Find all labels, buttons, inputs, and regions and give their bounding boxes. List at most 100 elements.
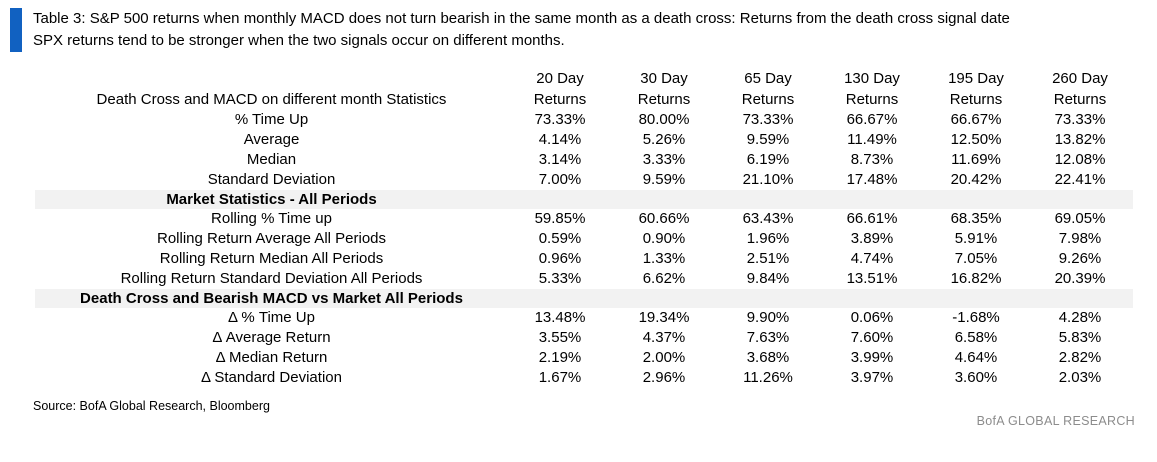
stat-label: Rolling Return Standard Deviation All Pe… xyxy=(120,270,423,287)
column-header-top: 195 Day xyxy=(948,70,1004,87)
stat-value: 2.03% xyxy=(1058,369,1102,386)
stat-value: 2.51% xyxy=(746,250,790,267)
table-corner-header: Death Cross and MACD on different month … xyxy=(96,91,447,108)
table-row: Rolling Return Average All Periods 0.59% 0… xyxy=(35,229,1133,249)
column-header-bottom: Returns xyxy=(533,91,587,108)
stat-value: 3.97% xyxy=(850,369,894,386)
column-header-top: 30 Day xyxy=(640,70,688,87)
section-header-row: Market Statistics - All Periods xyxy=(35,190,1133,209)
stat-value: 9.90% xyxy=(746,309,790,326)
stat-value: 4.37% xyxy=(642,329,686,346)
column-header: 130 Day Returns xyxy=(820,68,924,110)
stat-value: 9.59% xyxy=(746,131,790,148)
column-header-top: 260 Day xyxy=(1052,70,1108,87)
column-header-bottom: Returns xyxy=(1053,91,1107,108)
stat-value: 3.33% xyxy=(642,151,686,168)
column-header: 260 Day Returns xyxy=(1028,68,1132,110)
table-row: Rolling % Time up 59.85% 60.66% 63.43% 66.61… xyxy=(35,209,1133,229)
stat-value: 7.05% xyxy=(954,250,998,267)
stat-value: 17.48% xyxy=(846,171,898,188)
stat-value: 5.26% xyxy=(642,131,686,148)
stat-value: 60.66% xyxy=(638,210,690,227)
table-row: % Time Up 73.33% 80.00% 73.33% 66.67% 66.67% 7… xyxy=(35,110,1133,130)
exhibit-title: Table 3: S&P 500 returns when monthly MA… xyxy=(33,8,1010,52)
source-note: Source: BofA Global Research, Bloomberg xyxy=(33,399,270,413)
table-row: Standard Deviation 7.00% 9.59% 21.10% 17.48%… xyxy=(35,170,1133,190)
stat-value: 13.51% xyxy=(846,270,898,287)
stat-value: 73.33% xyxy=(534,111,586,128)
stat-value: 3.68% xyxy=(746,349,790,366)
column-header-top: 130 Day xyxy=(844,70,900,87)
table-row: Median 3.14% 3.33% 6.19% 8.73% 11.69% 12.08% xyxy=(35,150,1133,170)
stat-value: 7.98% xyxy=(1058,230,1102,247)
stat-value: 3.14% xyxy=(538,151,582,168)
stat-value: 1.67% xyxy=(538,369,582,386)
stat-value: 1.33% xyxy=(642,250,686,267)
stat-value: 19.34% xyxy=(638,309,690,326)
stat-label: Δ Median Return xyxy=(215,349,328,366)
column-header-bottom: Returns xyxy=(741,91,795,108)
stat-label: Rolling Return Median All Periods xyxy=(159,250,384,267)
stat-label: Δ Standard Deviation xyxy=(201,369,342,386)
stat-value: 66.67% xyxy=(846,111,898,128)
stat-value: 13.48% xyxy=(534,309,586,326)
stat-value: 80.00% xyxy=(638,111,690,128)
table-row: Rolling Return Standard Deviation All Pe… xyxy=(35,269,1133,289)
stat-value: 2.82% xyxy=(1058,349,1102,366)
stat-value: 6.58% xyxy=(954,329,998,346)
stat-label: Rolling Return Average All Periods xyxy=(156,230,387,247)
exhibit-title-line2: SPX returns tend to be stronger when the… xyxy=(33,32,565,49)
stat-value: 11.69% xyxy=(951,151,1001,168)
stat-value: 6.62% xyxy=(642,270,686,287)
title-accent-bar xyxy=(10,8,22,52)
stat-value: 6.19% xyxy=(746,151,790,168)
column-header-bottom: Returns xyxy=(949,91,1003,108)
stat-value: 13.82% xyxy=(1054,131,1106,148)
column-header-bottom: Returns xyxy=(845,91,899,108)
stat-value: 12.50% xyxy=(950,131,1002,148)
stat-value: 5.83% xyxy=(1058,329,1102,346)
stat-value: 0.96% xyxy=(538,250,582,267)
stat-value: 8.73% xyxy=(850,151,894,168)
stat-value: -1.68% xyxy=(952,309,1000,326)
section-header-label: Death Cross and Bearish MACD vs Market A… xyxy=(80,290,463,307)
stat-value: 12.08% xyxy=(1054,151,1106,168)
table-header-row: Death Cross and MACD on different month … xyxy=(35,64,1133,110)
stat-value: 59.85% xyxy=(534,210,586,227)
stat-value: 21.10% xyxy=(742,171,794,188)
stat-value: 20.39% xyxy=(1054,270,1106,287)
stat-value: 0.90% xyxy=(642,230,686,247)
stat-value: 2.96% xyxy=(642,369,686,386)
stat-value: 20.42% xyxy=(950,171,1002,188)
statistics-table: Death Cross and MACD on different month … xyxy=(35,64,1133,388)
stat-value: 9.59% xyxy=(642,171,686,188)
stat-value: 11.26% xyxy=(743,369,793,386)
stat-value: 3.55% xyxy=(538,329,582,346)
column-header: 65 Day Returns xyxy=(716,68,820,110)
stat-value: 7.00% xyxy=(538,171,582,188)
stat-value: 3.89% xyxy=(850,230,894,247)
exhibit-title-line1: Table 3: S&P 500 returns when monthly MA… xyxy=(33,10,1010,27)
stat-value: 4.28% xyxy=(1058,309,1102,326)
stat-value: 3.60% xyxy=(954,369,998,386)
stat-label: % Time Up xyxy=(234,111,309,128)
stat-value: 0.59% xyxy=(538,230,582,247)
table-row: Δ Median Return 2.19% 2.00% 3.68% 3.99% 4.64%… xyxy=(35,348,1133,368)
stat-value: 63.43% xyxy=(742,210,794,227)
column-header-bottom: Returns xyxy=(637,91,691,108)
stat-label: Δ Average Return xyxy=(212,329,331,346)
stat-value: 16.82% xyxy=(950,270,1002,287)
column-header: 195 Day Returns xyxy=(924,68,1028,110)
column-header-top: 65 Day xyxy=(744,70,792,87)
column-header: 30 Day Returns xyxy=(612,68,716,110)
column-header: 20 Day Returns xyxy=(508,68,612,110)
stat-value: 7.60% xyxy=(850,329,894,346)
stat-value: 66.67% xyxy=(950,111,1002,128)
section-header-label: Market Statistics - All Periods xyxy=(166,191,377,208)
stat-label: Δ % Time Up xyxy=(228,309,315,326)
table-body: % Time Up 73.33% 80.00% 73.33% 66.67% 66.67% 7… xyxy=(35,110,1133,388)
stat-value: 1.96% xyxy=(746,230,790,247)
stat-value: 7.63% xyxy=(746,329,790,346)
table-row: Δ Standard Deviation 1.67% 2.96% 11.26% 3.97… xyxy=(35,368,1133,388)
